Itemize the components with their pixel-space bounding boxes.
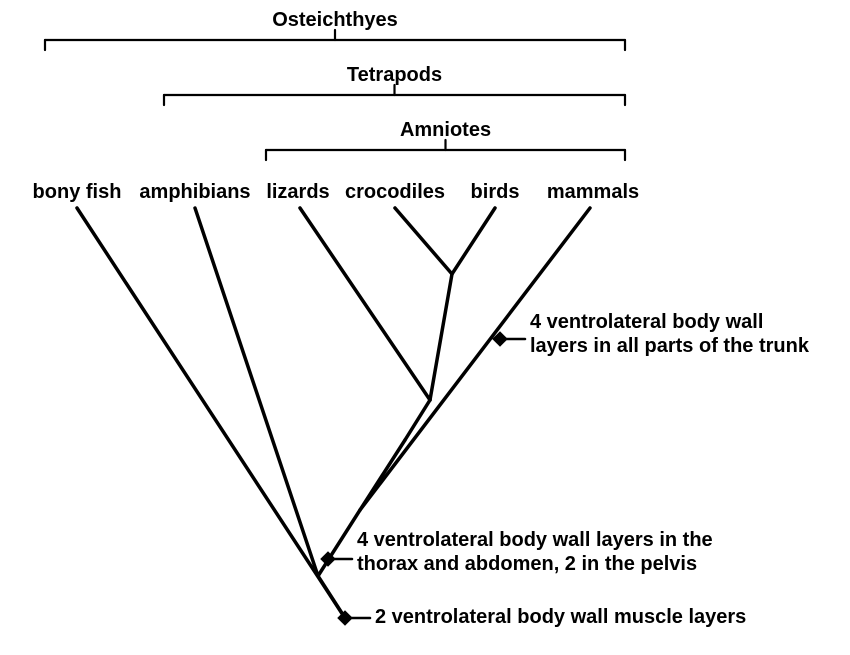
taxon-mammals: mammals (547, 181, 639, 203)
taxon-lizards: lizards (266, 181, 329, 203)
mammal-annot-line0: 4 ventrolateral body wall (530, 311, 763, 333)
tetrapod-annot-line1: thorax and abdomen, 2 in the pelvis (357, 553, 697, 575)
bracket-label-osteichthyes: Osteichthyes (272, 9, 398, 31)
taxon-birds: birds (471, 181, 520, 203)
mammal-annot-line1: layers in all parts of the trunk (530, 335, 810, 357)
taxon-crocodiles: crocodiles (345, 181, 445, 203)
bracket-label-amniotes: Amniotes (400, 119, 491, 141)
taxon-amphibians: amphibians (139, 181, 250, 203)
taxon-bony-fish: bony fish (33, 181, 122, 203)
mammal-annot: 4 ventrolateral body walllayers in all p… (492, 311, 810, 357)
tetrapod-annot: 4 ventrolateral body wall layers in thet… (320, 529, 712, 575)
bracket-tetrapods: Tetrapods (164, 64, 625, 105)
root-annot: 2 ventrolateral body wall muscle layers (337, 606, 746, 628)
tetrapod-annot-line0: 4 ventrolateral body wall layers in the (357, 529, 713, 551)
bracket-amniotes: Amniotes (266, 119, 625, 160)
bracket-osteichthyes: Osteichthyes (45, 9, 625, 50)
root-annot-line0: 2 ventrolateral body wall muscle layers (375, 606, 746, 628)
bracket-label-tetrapods: Tetrapods (347, 64, 442, 86)
